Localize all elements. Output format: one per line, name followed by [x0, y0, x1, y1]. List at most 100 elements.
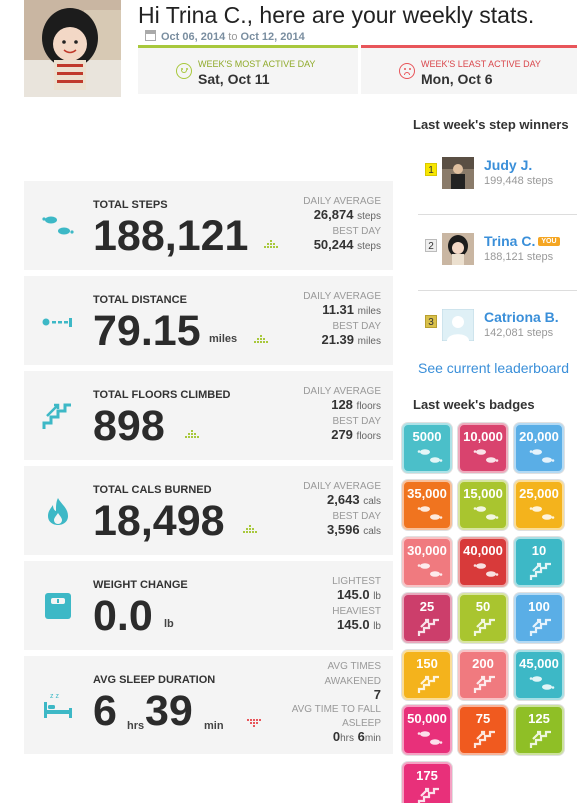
winner-name[interactable]: Judy J.: [484, 157, 533, 173]
sleep-awake-value: 7: [373, 687, 381, 702]
sleep-fall-hours-unit: hrs: [340, 733, 355, 744]
distance-icon: [42, 318, 72, 327]
sleep-duration-title: AVG SLEEP DURATION: [93, 674, 216, 686]
distance-avg-unit: miles: [357, 306, 381, 317]
winner-steps: 199,448 steps: [484, 175, 554, 187]
winner-avatar: [442, 157, 474, 189]
weight-lightest-value: 145.0: [337, 587, 370, 602]
badge-tile[interactable]: 200: [458, 650, 508, 700]
footprints-icon: [42, 216, 74, 235]
floors-best-value: 279: [331, 427, 353, 442]
date-start: Oct 06, 2014: [161, 31, 226, 43]
badge-tile[interactable]: 25,000: [514, 480, 564, 530]
sparkline-icon: [185, 430, 199, 438]
least-active-day: WEEK'S LEAST ACTIVE DAY Mon, Oct 6: [361, 45, 577, 94]
badge-tile[interactable]: 50,000: [402, 705, 452, 755]
most-active-day: WEEK'S MOST ACTIVE DAY Sat, Oct 11: [138, 45, 358, 94]
badge-label: 25,000: [519, 486, 559, 501]
distance-best-label: BEST DAY: [332, 321, 381, 332]
you-badge: YOU: [538, 237, 560, 246]
total-cals-title: TOTAL CALS BURNED: [93, 484, 212, 496]
leaderboard-link[interactable]: See current leaderboard: [418, 360, 569, 376]
steps-avg-unit: steps: [357, 211, 381, 222]
sleep-hours-value: 6: [93, 687, 117, 735]
cals-best-unit: cals: [363, 526, 381, 537]
badge-tile[interactable]: 5000: [402, 423, 452, 473]
sleep-fall-minutes-unit: min: [364, 733, 381, 744]
weight-lightest-label: LIGHTEST: [332, 576, 381, 587]
weight-change-value: 0.0: [93, 592, 153, 640]
date-end: Oct 12, 2014: [240, 31, 305, 43]
badge-label: 75: [475, 711, 491, 726]
rank-badge: 3: [425, 315, 437, 328]
badge-tile[interactable]: 175: [402, 762, 452, 803]
badge-tile[interactable]: 150: [402, 650, 452, 700]
sleep-awake-label-2: AWAKENED: [324, 676, 382, 687]
cals-avg-unit: cals: [363, 496, 381, 507]
default-avatar-icon: [442, 309, 474, 341]
total-distance-unit: miles: [209, 333, 238, 345]
badge-label: 30,000: [407, 543, 447, 558]
badge-label: 175: [416, 768, 438, 783]
date-to: to: [228, 31, 238, 43]
distance-avg-label: DAILY AVERAGE: [303, 291, 381, 302]
badge-tile[interactable]: 45,000: [514, 650, 564, 700]
badge-tile[interactable]: 75: [458, 705, 508, 755]
least-active-label: WEEK'S LEAST ACTIVE DAY: [421, 59, 541, 69]
badge-tile[interactable]: 40,000: [458, 537, 508, 587]
badge-tile[interactable]: 100: [514, 593, 564, 643]
winner-row[interactable]: 1 Judy J. 199,448 steps: [418, 155, 577, 215]
badge-tile[interactable]: 50: [458, 593, 508, 643]
weight-change-title: WEIGHT CHANGE: [93, 579, 188, 591]
scale-icon: [45, 593, 71, 619]
sparkline-icon: [243, 525, 257, 533]
badge-label: 40,000: [463, 543, 503, 558]
distance-best-unit: miles: [357, 336, 381, 347]
sleep-hours-unit: hrs: [127, 720, 145, 732]
winner-row[interactable]: 3 Catriona B. 142,081 steps: [418, 307, 577, 367]
steps-best-value: 50,244: [313, 237, 354, 252]
badge-tile[interactable]: 20,000: [514, 423, 564, 473]
weight-heaviest-label: HEAVIEST: [332, 606, 381, 617]
winner-row[interactable]: 2 Trina C. YOU 188,121 steps: [418, 231, 577, 291]
calendar-icon: [145, 30, 156, 41]
badge-tile[interactable]: 10,000: [458, 423, 508, 473]
badge-label: 5000: [412, 429, 442, 444]
least-active-value: Mon, Oct 6: [421, 71, 493, 87]
weight-heaviest-value: 145.0: [337, 617, 370, 632]
weight-heaviest-unit: lb: [373, 621, 381, 632]
sparkline-icon: [247, 719, 261, 727]
sleep-fall-label-2: ASLEEP: [342, 718, 381, 729]
badge-label: 20,000: [519, 429, 559, 444]
badge-tile[interactable]: 10: [514, 537, 564, 587]
badge-tile[interactable]: 15,000: [458, 480, 508, 530]
floors-avg-unit: floors: [356, 401, 381, 412]
sparkline-icon: [264, 240, 278, 248]
winner-name[interactable]: Catriona B.: [484, 309, 559, 325]
badge-tile[interactable]: 30,000: [402, 537, 452, 587]
total-cals-card: TOTAL CALS BURNED 18,498 DAILY AVERAGE 2…: [24, 466, 393, 555]
total-steps-value: 188,121: [93, 212, 249, 260]
distance-avg-value: 11.31: [322, 302, 355, 317]
sleep-minutes-unit: min: [204, 720, 224, 732]
steps-avg-value: 26,874: [313, 207, 354, 222]
total-distance-title: TOTAL DISTANCE: [93, 294, 187, 306]
badge-label: 10,000: [463, 429, 503, 444]
badge-label: 200: [472, 656, 494, 671]
smiley-sad-icon: [399, 63, 415, 79]
date-range: Oct 06, 2014 to Oct 12, 2014: [145, 30, 305, 43]
badge-tile[interactable]: 25: [402, 593, 452, 643]
total-floors-card: TOTAL FLOORS CLIMBED 898 DAILY AVERAGE 1…: [24, 371, 393, 460]
badge-label: 150: [416, 656, 438, 671]
badge-tile[interactable]: 35,000: [402, 480, 452, 530]
stairs-icon: [42, 403, 71, 429]
most-active-value: Sat, Oct 11: [198, 71, 270, 87]
rank-badge: 2: [425, 239, 437, 252]
winner-name[interactable]: Trina C. YOU: [484, 233, 560, 249]
badges-heading: Last week's badges: [413, 397, 535, 412]
badge-tile[interactable]: 125: [514, 705, 564, 755]
rank-badge: 1: [425, 163, 437, 176]
badge-label: 10: [531, 543, 547, 558]
badge-label: 50: [475, 599, 491, 614]
svg-text:z z: z z: [50, 693, 59, 700]
